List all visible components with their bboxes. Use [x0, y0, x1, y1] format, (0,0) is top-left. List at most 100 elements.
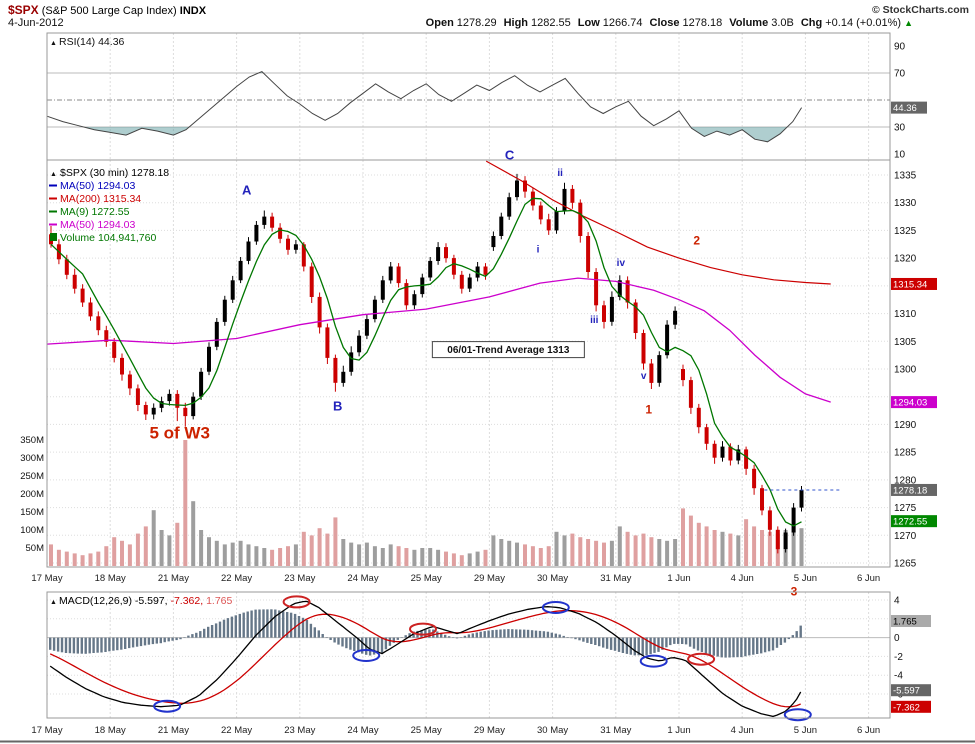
price-tag [891, 515, 937, 528]
crossover-ellipse-red [687, 652, 716, 666]
candle [357, 335, 362, 353]
volume-bar [309, 535, 314, 566]
candle [183, 407, 188, 417]
svg-text:31 May: 31 May [600, 573, 631, 584]
svg-text:21 May: 21 May [158, 725, 189, 736]
copyright: © StockCharts.com [871, 4, 969, 16]
svg-text:1275: 1275 [894, 503, 917, 514]
candle [625, 280, 630, 303]
volume-bar [183, 440, 188, 566]
volume-bar [467, 553, 472, 566]
svg-text:1320: 1320 [894, 254, 917, 265]
volume-bar [673, 539, 678, 566]
svg-text:1278.18: 1278.18 [893, 485, 927, 496]
svg-text:70: 70 [894, 69, 906, 80]
svg-text:v: v [641, 371, 647, 382]
volume-bar [420, 548, 425, 566]
candle [151, 407, 156, 415]
macd-tag [891, 615, 931, 628]
candle [546, 219, 551, 231]
volume-bar [104, 546, 109, 566]
chart-date: 4-Jun-2012 [8, 17, 64, 29]
candle [538, 205, 543, 220]
moving-averages [46, 160, 831, 527]
candle [96, 316, 101, 331]
candle [681, 369, 685, 381]
volume-bar [515, 542, 519, 566]
svg-text:350M: 350M [20, 435, 44, 446]
svg-text:1.765: 1.765 [893, 617, 917, 628]
candle [633, 302, 638, 333]
candle [791, 507, 796, 533]
candle [127, 374, 132, 389]
candle [341, 371, 346, 383]
volume-bar [665, 540, 670, 566]
svg-text:-5.597: -5.597 [893, 686, 920, 697]
candle [286, 238, 290, 250]
volume-bar [602, 542, 606, 566]
candle [475, 266, 480, 278]
svg-text:i: i [537, 245, 540, 256]
volume-bar [530, 546, 535, 566]
svg-text:RSI(14) 44.36: RSI(14) 44.36 [59, 36, 125, 48]
volume-bar [404, 548, 409, 566]
volume-bar [317, 528, 322, 566]
candle [364, 319, 369, 336]
candle [159, 401, 164, 408]
svg-text:21 May: 21 May [158, 573, 189, 584]
rsi-oversold-shading [47, 127, 802, 142]
svg-text:10: 10 [894, 150, 906, 161]
candle [523, 180, 527, 192]
candle [301, 244, 306, 267]
symbol: $SPX [8, 3, 39, 17]
close-label: Close [649, 17, 680, 29]
volume-bar [617, 526, 622, 566]
grid [47, 33, 890, 718]
svg-text:1 Jun: 1 Jun [667, 573, 690, 584]
svg-text:90: 90 [894, 42, 906, 53]
candle [570, 188, 575, 203]
macd-tag [891, 700, 931, 713]
candle [467, 277, 472, 289]
volume-bar [56, 549, 61, 566]
svg-text:▲: ▲ [50, 171, 57, 178]
svg-text:24 May: 24 May [347, 725, 378, 736]
volume-bar [127, 544, 132, 566]
candle [617, 280, 622, 297]
svg-text:1285: 1285 [894, 448, 917, 459]
candle [554, 211, 559, 231]
volume-bar [357, 544, 362, 566]
volume-bar [681, 508, 685, 566]
volume-bar [112, 537, 117, 566]
crossover-ellipse-blue [639, 654, 668, 668]
open-value: 1278.29 [456, 17, 497, 29]
candle [207, 346, 211, 372]
volume-bar [199, 530, 204, 566]
candle [199, 371, 204, 397]
candle [609, 296, 614, 322]
candle [230, 280, 235, 300]
candle [673, 310, 678, 325]
svg-text:30 May: 30 May [537, 573, 568, 584]
svg-text:18 May: 18 May [95, 725, 126, 736]
volume-bar [444, 551, 448, 566]
candle [246, 241, 251, 261]
candle [594, 272, 599, 306]
candle [712, 443, 717, 458]
candle [64, 259, 69, 275]
volume-bar [767, 531, 772, 566]
candle [349, 352, 354, 372]
volume-bar [538, 548, 543, 566]
change-up-arrow-icon: ▲ [904, 18, 913, 28]
svg-text:50M: 50M [26, 543, 45, 554]
svg-text:22 May: 22 May [221, 573, 252, 584]
svg-text:29 May: 29 May [474, 725, 505, 736]
volume-bar [135, 533, 140, 566]
candle [333, 357, 338, 383]
volume-bar [696, 522, 701, 566]
svg-text:1335: 1335 [894, 171, 917, 182]
svg-text:300M: 300M [20, 453, 44, 464]
svg-text:17 May: 17 May [31, 725, 62, 736]
candle [760, 488, 764, 511]
volume-bar [760, 530, 764, 566]
